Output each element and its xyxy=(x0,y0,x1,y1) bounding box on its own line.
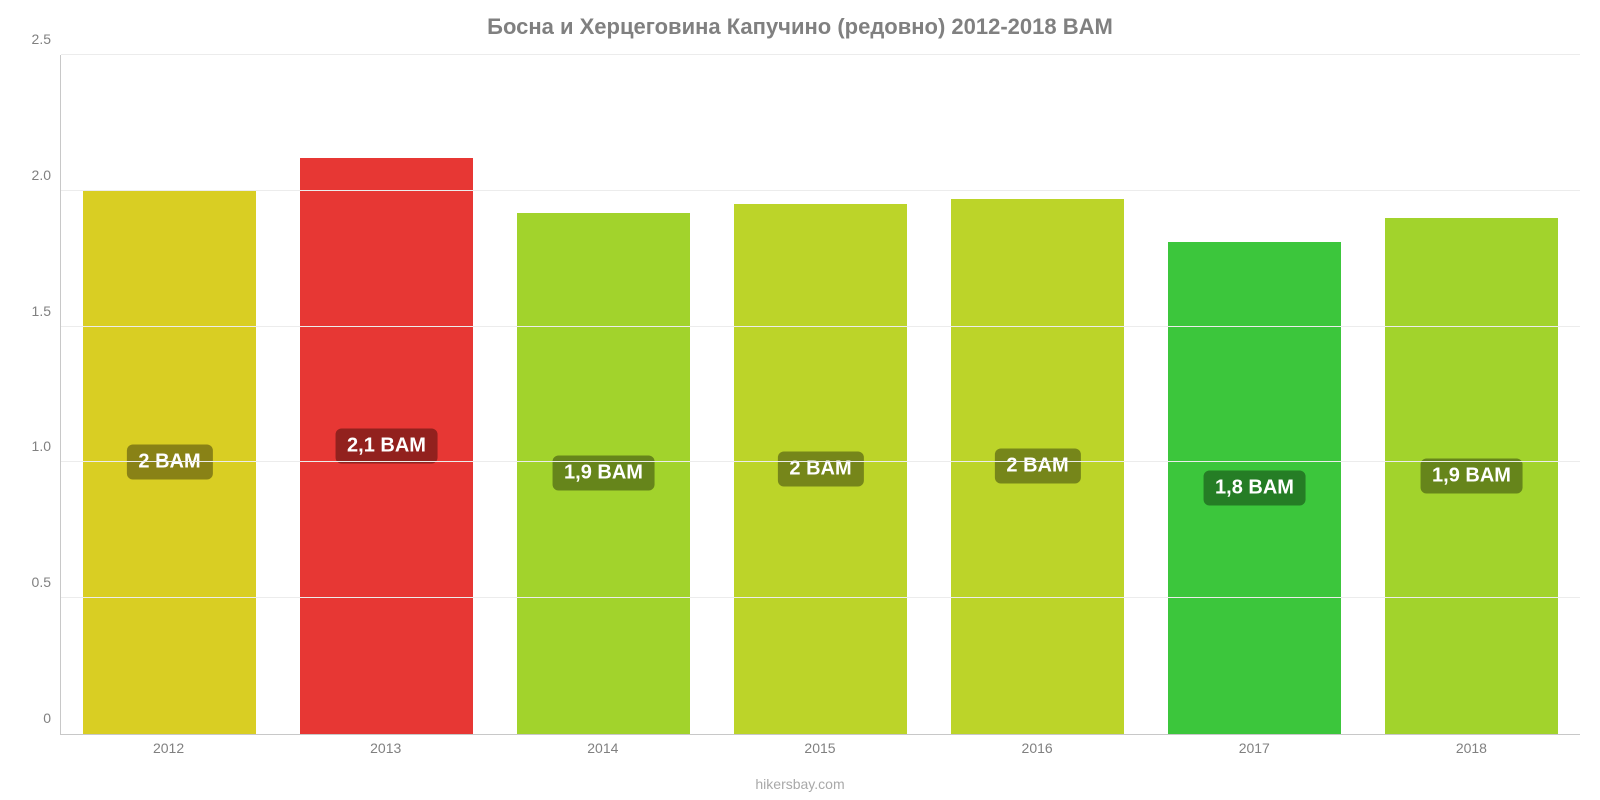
x-tick-label: 2015 xyxy=(711,740,928,756)
bar-slot: 1,8 BAM xyxy=(1146,55,1363,734)
gridline xyxy=(61,326,1580,327)
x-axis-labels: 2012201320142015201620172018 xyxy=(60,740,1580,756)
bar-value-label: 1,9 BAM xyxy=(1420,458,1523,493)
bar: 1,9 BAM xyxy=(1385,218,1559,734)
bar-value-label: 1,8 BAM xyxy=(1203,471,1306,506)
y-tick-label: 0.5 xyxy=(32,574,51,590)
gridline xyxy=(61,597,1580,598)
chart-title: Босна и Херцеговина Капучино (редовно) 2… xyxy=(0,14,1600,40)
plot-area: 2 BAM 2,1 BAM 1,9 BAM 2 BAM 2 BAM 1,8 BAM 1,9 … xyxy=(60,55,1580,735)
bar-slot: 2,1 BAM xyxy=(278,55,495,734)
bar: 2 BAM xyxy=(951,199,1125,734)
bar-slot: 2 BAM xyxy=(61,55,278,734)
bar: 1,8 BAM xyxy=(1168,242,1342,734)
bar: 2 BAM xyxy=(734,204,908,734)
x-tick-label: 2012 xyxy=(60,740,277,756)
bar-chart: Босна и Херцеговина Капучино (редовно) 2… xyxy=(0,0,1600,800)
bar-value-label: 2 BAM xyxy=(126,445,212,480)
y-tick-label: 1.0 xyxy=(32,438,51,454)
bar-value-label: 2 BAM xyxy=(994,449,1080,484)
x-tick-label: 2014 xyxy=(494,740,711,756)
bar: 2,1 BAM xyxy=(300,158,474,734)
gridline xyxy=(61,461,1580,462)
bar-value-label: 2 BAM xyxy=(777,452,863,487)
y-tick-label: 2.5 xyxy=(32,31,51,47)
bar: 2 BAM xyxy=(83,191,257,734)
x-tick-label: 2013 xyxy=(277,740,494,756)
x-tick-label: 2018 xyxy=(1363,740,1580,756)
bar-value-label: 2,1 BAM xyxy=(335,429,438,464)
bars-container: 2 BAM 2,1 BAM 1,9 BAM 2 BAM 2 BAM 1,8 BAM 1,9 … xyxy=(61,55,1580,734)
y-tick-label: 1.5 xyxy=(32,303,51,319)
bar: 1,9 BAM xyxy=(517,213,691,734)
gridline xyxy=(61,54,1580,55)
bar-slot: 1,9 BAM xyxy=(1363,55,1580,734)
source-credit: hikersbay.com xyxy=(0,776,1600,792)
bar-slot: 2 BAM xyxy=(712,55,929,734)
x-tick-label: 2016 xyxy=(929,740,1146,756)
y-tick-label: 0 xyxy=(43,710,51,726)
bar-slot: 1,9 BAM xyxy=(495,55,712,734)
y-tick-label: 2.0 xyxy=(32,167,51,183)
gridline xyxy=(61,190,1580,191)
x-tick-label: 2017 xyxy=(1146,740,1363,756)
bar-slot: 2 BAM xyxy=(929,55,1146,734)
